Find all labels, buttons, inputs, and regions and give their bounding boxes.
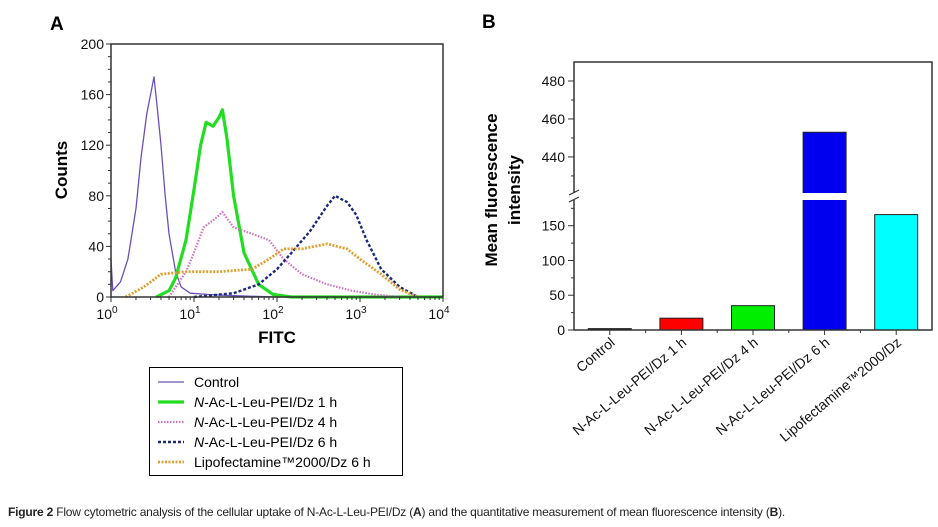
bar-4 <box>874 214 919 331</box>
panel-label-a: A <box>50 14 64 35</box>
y-tick-label-a: 40 <box>88 238 104 254</box>
series-line-4 <box>124 242 419 299</box>
y-tick-label-b: 440 <box>542 149 566 165</box>
bar-1 <box>659 317 704 331</box>
legend-label: N-Ac-L-Leu-PEI/Dz 4 h <box>194 414 338 430</box>
y-tick-label-a: 160 <box>81 87 105 103</box>
legend-swatch <box>158 381 184 383</box>
caption-text: ). <box>778 505 786 519</box>
y-tick-label-a: 80 <box>88 188 104 204</box>
series-line-3 <box>193 194 419 299</box>
y-axis-label-b-line1: Mean fluorescence <box>482 113 501 266</box>
legend-item: N-Ac-L-Leu-PEI/Dz 6 h <box>158 432 402 452</box>
y-axis-label-a: Counts <box>52 141 71 200</box>
legend-swatch <box>158 400 184 404</box>
bar-2 <box>731 305 775 331</box>
legend-label: Lipofectamine™2000/Dz 6 h <box>194 454 371 470</box>
x-tick-label-a: 103 <box>345 305 367 322</box>
y-tick-label-b: 150 <box>542 218 566 234</box>
legend-item: Control <box>158 372 402 392</box>
series-line-2 <box>168 211 400 299</box>
tick-base: 10 <box>345 306 361 322</box>
figure-label: Figure 2 <box>8 505 54 519</box>
x-axis-label-a: FITC <box>258 328 296 347</box>
legend-a: Control N-Ac-L-Leu-PEI/Dz 1 h N-Ac-L-Leu-P… <box>149 367 403 476</box>
y-tick-label-a: 120 <box>81 137 105 153</box>
caption-text: Flow cytometric analysis of the cellular… <box>53 505 414 519</box>
tick-base: 10 <box>179 306 195 322</box>
legend-item: N-Ac-L-Leu-PEI/Dz 4 h <box>158 412 402 432</box>
tick-exp: 1 <box>195 305 201 316</box>
x-tick-label-b: Lipofectamine™2000/Dz <box>776 334 904 445</box>
y-tick-label-b: 480 <box>542 73 566 89</box>
y-tick-label-a: 200 <box>81 36 105 52</box>
plot-frame-b <box>573 61 933 331</box>
bar-break-gap <box>802 193 848 200</box>
x-tick-label-a: 101 <box>179 305 201 322</box>
legend-label: Control <box>194 374 240 390</box>
series-line-0 <box>110 76 443 298</box>
y-axis-label-b-line2: intensity <box>505 155 524 225</box>
legend-swatch <box>158 460 184 464</box>
x-tick-label-a: 100 <box>96 305 118 322</box>
figure-caption: Figure 2 Flow cytometric analysis of the… <box>8 505 785 519</box>
legend-label: N-Ac-L-Leu-PEI/Dz 1 h <box>194 394 338 410</box>
legend-swatch <box>158 440 184 444</box>
caption-ref-b: B <box>769 505 779 519</box>
x-tick-label-b: Control <box>573 334 618 375</box>
y-tick-label-b: 460 <box>542 111 566 127</box>
legend-item: N-Ac-L-Leu-PEI/Dz 1 h <box>158 392 402 412</box>
tick-exp: 3 <box>361 305 367 316</box>
x-tick-label-a: 104 <box>428 305 450 322</box>
plot-frame-a <box>110 43 444 298</box>
tick-exp: 2 <box>278 305 284 316</box>
axis-break-mark <box>568 189 580 203</box>
caption-text: ) and the quantitative measurement of me… <box>421 505 770 519</box>
y-tick-label-b: 100 <box>542 252 566 268</box>
y-tick-label-b: 0 <box>557 322 565 338</box>
tick-base: 10 <box>262 306 278 322</box>
tick-exp: 4 <box>444 305 450 316</box>
panel-label-b: B <box>482 12 496 33</box>
series-line-1 <box>155 108 443 299</box>
bar-3 <box>802 131 847 331</box>
legend-item: Lipofectamine™2000/Dz 6 h <box>158 452 402 472</box>
tick-base: 10 <box>96 306 112 322</box>
caption-ref-a: A <box>413 505 422 519</box>
y-tick-label-b: 50 <box>549 287 565 303</box>
legend-swatch <box>158 420 184 424</box>
legend-label: N-Ac-L-Leu-PEI/Dz 6 h <box>194 434 338 450</box>
tick-base: 10 <box>428 306 444 322</box>
y-tick-label-a: 0 <box>96 289 104 305</box>
x-tick-label-a: 102 <box>262 305 284 322</box>
tick-exp: 0 <box>112 305 118 316</box>
